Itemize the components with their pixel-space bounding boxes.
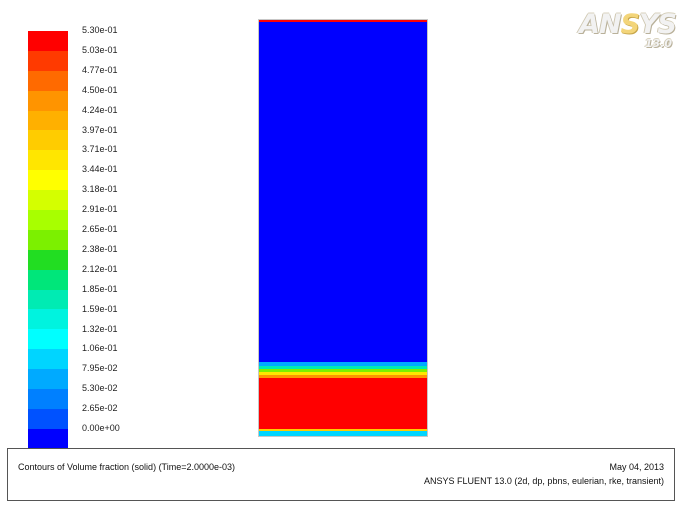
- legend-tick-label: 4.24e-01: [82, 104, 118, 115]
- legend-swatch: [28, 190, 68, 211]
- legend-tick-label: 2.65e-01: [82, 224, 118, 234]
- ansys-logo: ANSYS 13.0: [572, 9, 677, 50]
- legend-tick-label: 4.77e-01: [82, 64, 118, 75]
- legend-swatch: [28, 70, 68, 91]
- legend-tick-label: 2.12e-01: [82, 263, 118, 274]
- legend-swatch: [28, 210, 68, 230]
- colormap-legend-bar: [27, 30, 69, 449]
- legend-swatch: [28, 170, 68, 191]
- legend-tick-label: 1.32e-01: [82, 323, 118, 334]
- legend-swatch: [28, 349, 68, 370]
- legend-tick-label: 3.44e-01: [82, 164, 118, 175]
- solver-info: ANSYS FLUENT 13.0 (2d, dp, pbns, euleria…: [424, 476, 664, 486]
- plot-date: May 04, 2013: [609, 462, 664, 472]
- legend-swatch: [28, 31, 68, 51]
- legend-swatch: [28, 130, 68, 151]
- legend-tick-label: 5.30e-02: [82, 383, 118, 394]
- legend-swatch: [28, 289, 68, 310]
- contour-band: [259, 368, 427, 372]
- contour-band: [259, 21, 427, 362]
- contour-plot-domain[interactable]: [258, 19, 428, 437]
- legend-tick-label: 1.06e-01: [82, 343, 118, 354]
- contour-band: [259, 377, 427, 429]
- legend-tick-label: 3.71e-01: [82, 144, 118, 155]
- legend-tick-label: 1.85e-01: [82, 283, 118, 294]
- legend-tick-label: 3.18e-01: [82, 184, 118, 195]
- legend-tick-label: 1.59e-01: [82, 303, 118, 314]
- legend-swatch: [28, 329, 68, 350]
- colormap-legend-labels: 5.30e-01 5.03e-01 4.77e-01 4.50e-01 4.24e-01…: [82, 24, 152, 433]
- legend-tick-label: 2.91e-01: [82, 204, 118, 215]
- plot-caption: Contours of Volume fraction (solid) (Tim…: [18, 462, 236, 472]
- legend-swatch: [28, 309, 68, 330]
- logo-version: 13.0: [644, 37, 672, 50]
- contour-band: [259, 428, 427, 432]
- contour-band: [259, 365, 427, 370]
- legend-swatch: [28, 269, 68, 290]
- legend-swatch: [28, 428, 68, 449]
- logo-part-s: S: [620, 9, 640, 40]
- ansys-wordmark: ANSYS: [572, 9, 677, 40]
- legend-tick-label: 7.95e-02: [82, 363, 118, 374]
- legend-swatch: [28, 110, 68, 131]
- legend-swatch: [28, 50, 68, 71]
- contour-band: [259, 361, 427, 367]
- legend-tick-label: 3.97e-01: [82, 124, 118, 135]
- legend-swatch: [28, 369, 68, 390]
- legend-tick-label: 2.38e-01: [82, 243, 118, 254]
- contour-band: [259, 430, 427, 436]
- contour-band: [259, 20, 427, 22]
- legend-swatch: [28, 229, 68, 250]
- legend-swatch: [28, 150, 68, 171]
- legend-tick-label: 2.65e-02: [82, 403, 118, 414]
- contour-band: [259, 371, 427, 375]
- logo-part-ys: YS: [639, 9, 677, 40]
- legend-tick-label: 5.03e-01: [82, 44, 118, 55]
- legend-swatch: [28, 90, 68, 111]
- legend-swatch: [28, 408, 68, 429]
- plot-footer: Contours of Volume fraction (solid) (Tim…: [7, 448, 675, 501]
- legend-tick-label: 0.00e+00: [82, 423, 120, 433]
- legend-tick-label: 5.30e-01: [82, 25, 118, 35]
- logo-part-an: AN: [579, 9, 621, 40]
- contour-band: [259, 374, 427, 378]
- legend-tick-label: 4.50e-01: [82, 84, 118, 95]
- legend-swatch: [28, 389, 68, 409]
- legend-swatch: [28, 249, 68, 270]
